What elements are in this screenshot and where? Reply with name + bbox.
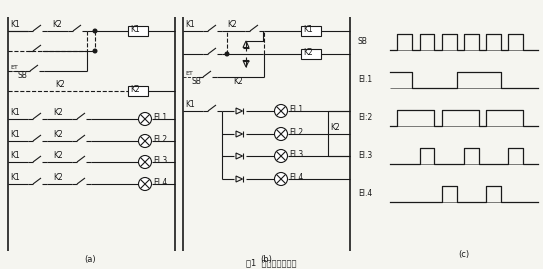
Text: (b): (b) xyxy=(260,255,272,264)
Text: (a): (a) xyxy=(84,255,96,264)
Circle shape xyxy=(275,104,287,118)
Text: El:2: El:2 xyxy=(358,113,372,122)
Text: K1: K1 xyxy=(130,25,140,34)
Text: E: E xyxy=(10,65,14,70)
Text: (c): (c) xyxy=(458,250,470,259)
Text: El.1: El.1 xyxy=(358,75,372,84)
Bar xyxy=(301,49,321,59)
Text: El.3: El.3 xyxy=(358,151,372,160)
Circle shape xyxy=(275,128,287,140)
Bar xyxy=(128,86,148,96)
Text: K2: K2 xyxy=(130,85,140,94)
Circle shape xyxy=(138,112,151,126)
Circle shape xyxy=(138,178,151,190)
Text: El.4: El.4 xyxy=(153,178,167,187)
Circle shape xyxy=(225,52,229,56)
Text: K2: K2 xyxy=(227,20,237,29)
Circle shape xyxy=(138,134,151,147)
Text: El.3: El.3 xyxy=(153,156,167,165)
Text: E: E xyxy=(185,71,189,76)
Text: K1: K1 xyxy=(10,20,20,29)
Text: K2: K2 xyxy=(55,80,65,89)
Text: K1: K1 xyxy=(10,130,20,139)
Text: K2: K2 xyxy=(52,20,62,29)
Text: El.2: El.2 xyxy=(289,128,303,137)
Text: T: T xyxy=(14,65,18,70)
Text: El.2: El.2 xyxy=(153,135,167,144)
Text: K2: K2 xyxy=(53,130,63,139)
Circle shape xyxy=(275,172,287,186)
Text: SB: SB xyxy=(18,71,28,80)
Text: K1: K1 xyxy=(185,20,195,29)
Text: El.1: El.1 xyxy=(289,105,303,114)
Text: K1: K1 xyxy=(10,151,20,160)
Text: K1: K1 xyxy=(303,25,313,34)
Circle shape xyxy=(138,155,151,168)
Text: K1: K1 xyxy=(10,108,20,117)
Text: El.3: El.3 xyxy=(289,150,303,159)
Text: K2: K2 xyxy=(233,77,243,86)
Text: K2: K2 xyxy=(53,173,63,182)
Text: El.4: El.4 xyxy=(289,173,303,182)
Text: El.1: El.1 xyxy=(153,113,167,122)
Text: SB: SB xyxy=(358,37,368,46)
Text: SB: SB xyxy=(192,77,202,86)
Text: K2: K2 xyxy=(303,48,313,57)
Text: K2: K2 xyxy=(53,108,63,117)
Bar xyxy=(301,26,321,36)
Text: K2: K2 xyxy=(330,123,340,132)
Circle shape xyxy=(275,150,287,162)
Bar xyxy=(128,26,148,36)
Text: K1: K1 xyxy=(185,100,195,109)
Text: K1: K1 xyxy=(10,173,20,182)
Circle shape xyxy=(93,49,97,53)
Circle shape xyxy=(93,29,97,33)
Text: 图1  单按钒移位电路: 图1 单按钒移位电路 xyxy=(246,258,296,267)
Text: T: T xyxy=(189,71,193,76)
Text: K2: K2 xyxy=(53,151,63,160)
Text: El.4: El.4 xyxy=(358,189,372,198)
